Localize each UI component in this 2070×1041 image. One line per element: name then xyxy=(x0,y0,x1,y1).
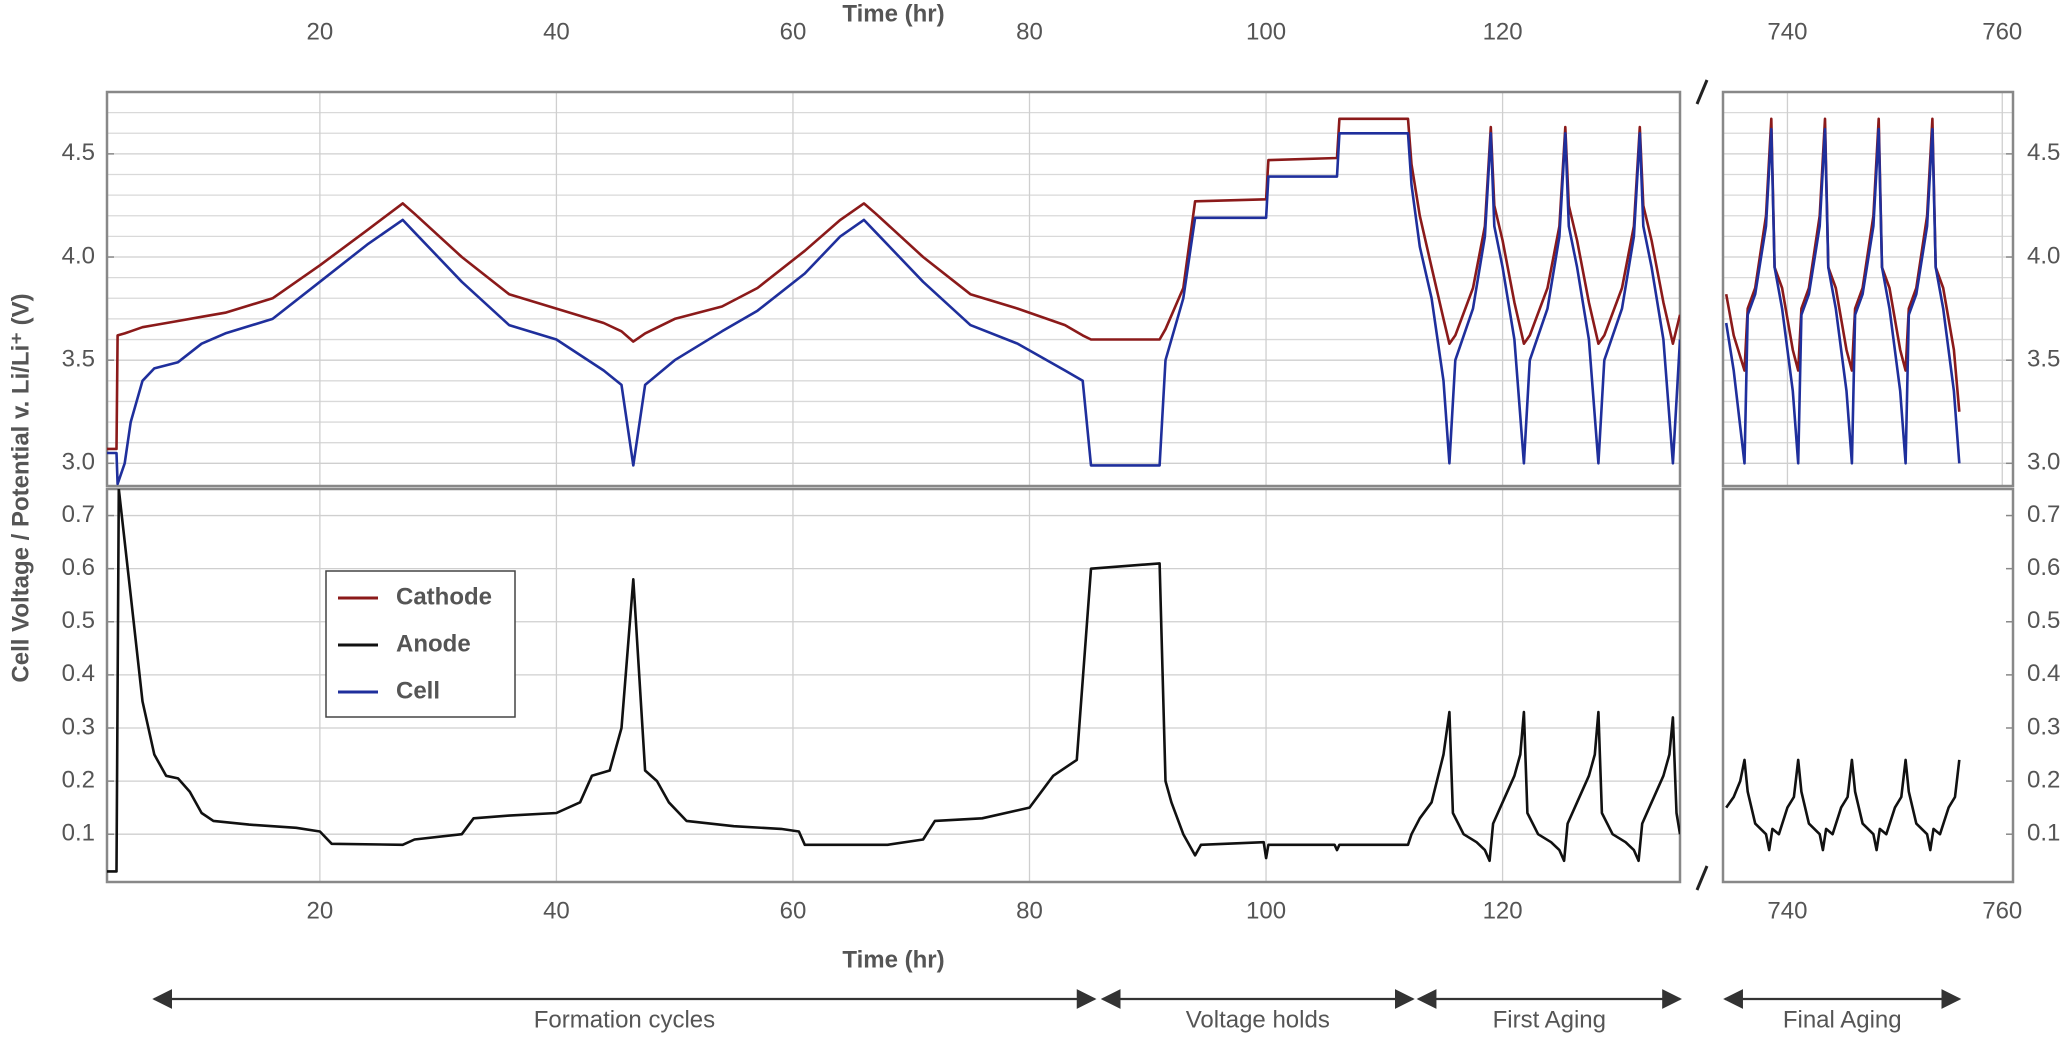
x-tick-label: 60 xyxy=(780,897,807,924)
y-tick-label: 0.7 xyxy=(62,501,95,528)
x-tick-label: 40 xyxy=(543,897,570,924)
x-tick-label: 100 xyxy=(1246,18,1286,45)
phase-label: Final Aging xyxy=(1783,1006,1902,1033)
y-tick-label: 4.5 xyxy=(62,139,95,166)
x-tick-label: 80 xyxy=(1016,897,1043,924)
y-axis-title: Cell Voltage / Potential v. Li/Li⁺ (V) xyxy=(7,293,34,682)
y-tick-label: 0.1 xyxy=(2027,820,2060,847)
x-tick-label: 740 xyxy=(1767,897,1807,924)
y-tick-label: 0.6 xyxy=(62,554,95,581)
x-tick-label: 740 xyxy=(1767,18,1807,45)
y-tick-label: 0.5 xyxy=(2027,607,2060,634)
y-tick-label: 0.2 xyxy=(2027,766,2060,793)
x-axis-title: Time (hr) xyxy=(842,0,944,27)
series-line xyxy=(1724,127,1961,465)
x-tick-label: 20 xyxy=(307,18,334,45)
x-tick-label: 60 xyxy=(780,18,807,45)
plot-frame xyxy=(1721,90,2015,488)
legend: Cathode Anode Cell xyxy=(325,570,516,718)
legend-label: Cell xyxy=(396,677,440,704)
plot-frame xyxy=(105,90,1682,488)
x-tick-label: 120 xyxy=(1483,18,1523,45)
y-tick-label: 0.4 xyxy=(2027,660,2060,687)
y-tick-label: 0.7 xyxy=(2027,501,2060,528)
x-tick-label: 120 xyxy=(1483,897,1523,924)
y-tick-label: 3.0 xyxy=(62,449,95,476)
y-tick-label: 0.2 xyxy=(62,766,95,793)
phase-label: First Aging xyxy=(1493,1006,1606,1033)
y-tick-label: 0.1 xyxy=(62,820,95,847)
panel: 0.1 0.2 0.3 0.4 0.5 0.6 0.7 740 760 xyxy=(1721,487,2060,924)
axis-break xyxy=(1695,79,1709,105)
y-tick-label: 0.3 xyxy=(62,713,95,740)
x-tick-label: 100 xyxy=(1246,897,1286,924)
y-tick-label: 0.3 xyxy=(2027,713,2060,740)
panel: 3.0 3.5 4.0 4.5 740 760 xyxy=(1721,18,2060,488)
x-tick-label: 80 xyxy=(1016,18,1043,45)
y-tick-label: 4.0 xyxy=(2027,242,2060,269)
y-tick-label: 4.0 xyxy=(62,242,95,269)
axis-break xyxy=(1695,865,1709,891)
y-tick-label: 0.6 xyxy=(2027,554,2060,581)
y-tick-label: 3.0 xyxy=(2027,449,2060,476)
y-tick-label: 0.4 xyxy=(62,660,95,687)
y-tick-label: 0.5 xyxy=(62,607,95,634)
series-line xyxy=(1725,758,1961,852)
plot-frame xyxy=(105,487,1682,884)
series-line xyxy=(107,489,1680,873)
legend-label: Cathode xyxy=(396,583,492,610)
x-tick-label: 760 xyxy=(1982,18,2022,45)
phase-label: Voltage holds xyxy=(1186,1006,1330,1033)
series-line xyxy=(107,132,1680,486)
y-tick-label: 3.5 xyxy=(62,346,95,373)
x-tick-label: 40 xyxy=(543,18,570,45)
phase-label: Formation cycles xyxy=(534,1006,715,1033)
x-tick-label: 20 xyxy=(307,897,334,924)
legend-label: Anode xyxy=(396,630,471,657)
panel: 3.0 3.5 4.0 4.5 20 40 60 80 100 120 xyxy=(62,18,1682,488)
plot-frame xyxy=(1721,487,2015,884)
panel: 0.1 0.2 0.3 0.4 0.5 0.6 0.7 20 40 60 80 100 120 xyxy=(62,487,1682,924)
x-tick-label: 760 xyxy=(1982,897,2022,924)
x-axis-title: Time (hr) xyxy=(842,946,944,973)
y-tick-label: 4.5 xyxy=(2027,139,2060,166)
y-tick-label: 3.5 xyxy=(2027,346,2060,373)
